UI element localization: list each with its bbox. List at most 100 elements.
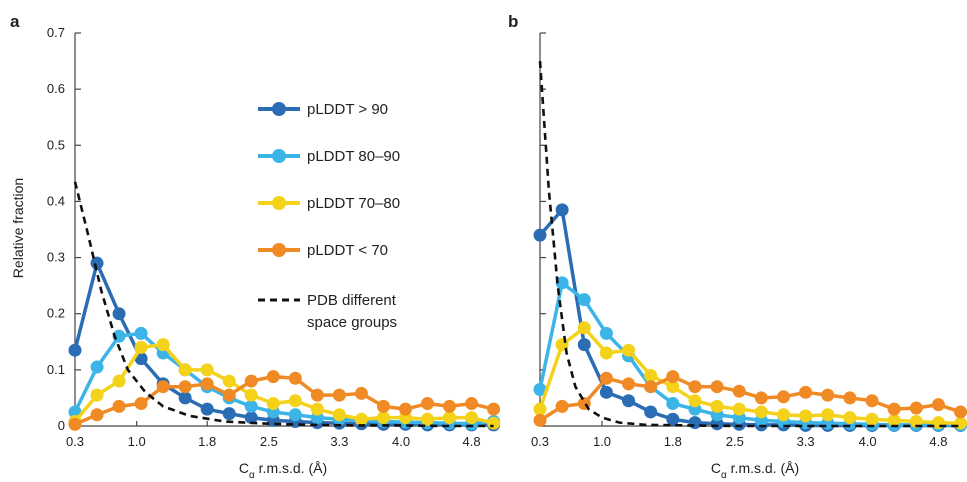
data-point <box>688 416 702 430</box>
x-tick-label: 4.8 <box>929 434 947 449</box>
data-point <box>244 399 258 413</box>
y-tick-label: 0.1 <box>47 362 65 377</box>
data-point <box>421 397 434 411</box>
data-point <box>843 391 857 405</box>
series-4 <box>533 370 967 427</box>
data-point <box>68 417 82 431</box>
data-point <box>112 307 126 321</box>
data-point <box>666 380 680 394</box>
data-point <box>533 413 547 427</box>
series-3 <box>68 338 501 430</box>
data-point <box>156 338 170 352</box>
legend-entry-plddt-gt-90: pLDDT > 90 <box>258 101 388 118</box>
data-point <box>865 412 879 426</box>
data-point <box>799 409 813 423</box>
data-point <box>134 326 148 340</box>
data-point <box>398 402 412 416</box>
data-point <box>799 385 813 399</box>
data-point <box>555 399 569 413</box>
data-point <box>90 408 104 422</box>
data-point <box>555 203 569 217</box>
data-point <box>666 397 680 411</box>
y-tick-label: 0.4 <box>47 193 65 208</box>
data-point <box>644 380 658 394</box>
data-point <box>599 385 613 399</box>
data-point <box>776 408 790 422</box>
data-point <box>865 394 879 408</box>
y-tick-label: 0.5 <box>47 137 65 152</box>
data-point <box>887 413 901 427</box>
data-point <box>754 391 768 405</box>
data-point <box>599 371 613 385</box>
legend-label-line2: space groups <box>307 314 397 331</box>
data-point <box>688 380 702 394</box>
data-point <box>112 374 126 388</box>
legend-label: pLDDT > 90 <box>307 101 388 118</box>
data-point <box>266 370 280 384</box>
data-point <box>465 411 479 425</box>
data-point <box>244 411 258 425</box>
x-axis-label-b-rest: r.m.s.d. (Å) <box>727 460 799 476</box>
legend-entry-plddt-lt-70: pLDDT < 70 <box>258 242 388 259</box>
data-point <box>266 397 280 411</box>
data-point <box>821 388 835 402</box>
data-point <box>376 411 390 425</box>
data-point <box>354 412 368 426</box>
x-axis-label-b: Cα r.m.s.d. (Å) <box>711 460 799 481</box>
data-point <box>666 412 680 426</box>
data-point <box>288 408 302 422</box>
data-point <box>332 408 346 422</box>
reference-curve <box>73 181 494 428</box>
data-point <box>599 326 613 340</box>
data-point <box>776 390 790 404</box>
x-axis-label-b-main: C <box>711 460 721 476</box>
data-point <box>533 228 547 242</box>
data-point <box>178 380 192 394</box>
data-point <box>90 388 104 402</box>
panel-letter-a: a <box>10 12 20 31</box>
data-point <box>68 343 82 357</box>
y-tick-label: 0 <box>58 418 65 433</box>
data-point <box>354 386 368 400</box>
series-3 <box>533 321 967 430</box>
legend-entry-plddt-80-90: pLDDT 80–90 <box>258 148 400 165</box>
data-point <box>90 256 104 270</box>
data-point <box>732 384 746 398</box>
x-tick-label: 2.5 <box>726 434 744 449</box>
data-point <box>710 380 724 394</box>
data-point <box>644 405 658 419</box>
data-point <box>666 370 680 384</box>
legend-label: pLDDT < 70 <box>307 242 388 259</box>
y-axis-label-a: Relative fraction <box>10 178 26 278</box>
x-tick-label: 4.0 <box>859 434 877 449</box>
data-point <box>954 416 967 430</box>
data-point <box>931 398 945 412</box>
x-axis-label-a-main: C <box>239 460 249 476</box>
data-point <box>310 402 324 416</box>
data-point <box>376 399 390 413</box>
x-tick-label: 0.3 <box>66 434 84 449</box>
data-point <box>644 368 658 382</box>
x-tick-label: 3.3 <box>797 434 815 449</box>
data-point <box>754 405 768 419</box>
legend-label: pLDDT 80–90 <box>307 148 400 165</box>
data-point <box>288 371 302 385</box>
legend-swatch-marker <box>272 243 286 257</box>
x-tick-label: 2.5 <box>260 434 278 449</box>
data-point <box>577 338 591 352</box>
data-point <box>134 340 148 354</box>
y-tick-label: 0.3 <box>47 250 65 265</box>
data-point <box>222 388 236 402</box>
legend-entry-pdb-reference: PDB different space groups <box>258 292 397 331</box>
legend-label-line1: PDB different <box>307 292 397 309</box>
data-point <box>156 380 170 394</box>
data-point <box>112 399 126 413</box>
reference-curve <box>538 60 961 428</box>
data-point <box>821 408 835 422</box>
data-point <box>222 407 236 421</box>
y-tick-label: 0.7 <box>47 25 65 40</box>
panel-letter-b: b <box>508 12 518 31</box>
data-point <box>200 402 214 416</box>
legend-swatch-marker <box>272 102 286 116</box>
data-point <box>244 374 258 388</box>
